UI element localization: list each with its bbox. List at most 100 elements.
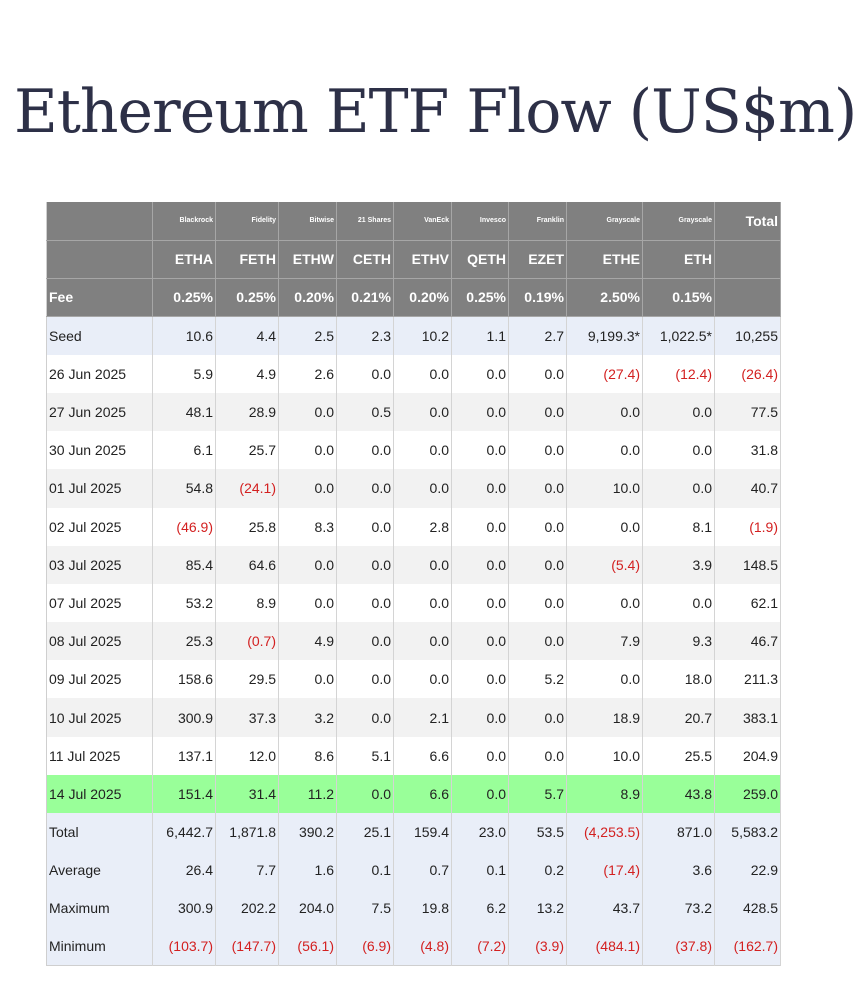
table-cell: 2.3 [336, 316, 394, 355]
table-cell: 0.0 [393, 354, 452, 393]
table-cell: 40.7 [714, 469, 781, 508]
table-cell: 0.0 [451, 583, 509, 623]
table-cell: 4.9 [215, 354, 279, 393]
table-cell: 0.0 [508, 507, 567, 546]
table-cell: 1,022.5* [642, 316, 715, 355]
fee-cell: 2.50% [566, 278, 643, 318]
table-cell: 1.6 [278, 851, 337, 890]
table-cell: 2.6 [278, 354, 337, 393]
issuer-header-cell: Bitwise [278, 202, 337, 241]
table-cell: 0.0 [451, 507, 509, 546]
ticker-header-cell: ETHE [566, 240, 643, 279]
table-cell: 0.0 [508, 583, 567, 623]
table-cell: 0.0 [566, 660, 643, 699]
table-cell: (103.7) [152, 927, 216, 966]
table-cell: 20.7 [642, 698, 715, 737]
table-cell: 204.9 [714, 736, 781, 775]
table-cell: 148.5 [714, 545, 781, 584]
table-cell: 25.1 [336, 813, 394, 852]
table-row: 14 Jul 2025 151.4 31.4 11.2 0.0 6.6 0.0 5.7 8.9 4… [46, 774, 781, 813]
row-label-cell: 02 Jul 2025 [46, 507, 153, 546]
table-cell: 0.0 [336, 622, 394, 661]
table-cell: 46.7 [714, 622, 781, 661]
table-row: 09 Jul 2025 158.6 29.5 0.0 0.0 0.0 0.0 5.2 0.0 18… [46, 660, 781, 699]
ticker-header-cell: QETH [451, 240, 509, 279]
issuer-header-cell: Franklin [508, 202, 567, 241]
table-cell: 0.0 [336, 354, 394, 393]
ticker-header-cell: FETH [215, 240, 279, 279]
row-label-cell: Average [46, 851, 153, 890]
row-label-cell: 30 Jun 2025 [46, 431, 153, 470]
table-cell: 428.5 [714, 889, 781, 928]
table-cell: 0.0 [336, 545, 394, 584]
table-cell: 5.2 [508, 660, 567, 699]
table-cell: 0.0 [278, 660, 337, 699]
table-cell: 2.8 [393, 507, 452, 546]
table-cell: 7.5 [336, 889, 394, 928]
table-cell: (6.9) [336, 927, 394, 966]
table-cell: 390.2 [278, 813, 337, 852]
table-cell: 0.0 [393, 469, 452, 508]
ticker-header-cell: ETH [642, 240, 715, 279]
table-cell: 159.4 [393, 813, 452, 852]
table-row: Total 6,442.7 1,871.8 390.2 25.1 159.4 23.0 53.… [46, 813, 781, 852]
row-label-cell: 07 Jul 2025 [46, 583, 153, 623]
table-cell: (26.4) [714, 354, 781, 393]
total-header-cell: Total [714, 202, 781, 241]
table-cell: 259.0 [714, 774, 781, 813]
issuer-header-cell: Grayscale [566, 202, 643, 241]
fee-cell: 0.25% [451, 278, 509, 318]
table-row: 26 Jun 2025 5.9 4.9 2.6 0.0 0.0 0.0 0.0 (27.4) (1… [46, 354, 781, 393]
table-cell: (4.8) [393, 927, 452, 966]
table-cell: 19.8 [393, 889, 452, 928]
row-label-cell: Minimum [46, 927, 153, 966]
table-cell: 64.6 [215, 545, 279, 584]
table-cell: 0.0 [508, 469, 567, 508]
table-cell: 871.0 [642, 813, 715, 852]
table-cell: 0.0 [508, 622, 567, 661]
table-cell: 0.0 [642, 469, 715, 508]
table-cell: 10,255 [714, 316, 781, 355]
table-row: Maximum 300.9 202.2 204.0 7.5 19.8 6.2 13.2 43.7… [46, 889, 781, 928]
table-cell: 151.4 [152, 774, 216, 813]
fee-cell [714, 278, 781, 318]
ticker-header-cell: ETHW [278, 240, 337, 279]
table-cell: 0.0 [336, 583, 394, 623]
issuer-header-cell: VanEck [393, 202, 452, 241]
table-cell: 0.0 [393, 545, 452, 584]
fee-label-cell: Fee [46, 278, 153, 318]
table-row: Seed 10.6 4.4 2.5 2.3 10.2 1.1 2.7 9,199.3* 1,022… [46, 316, 781, 355]
table-cell: 0.0 [451, 469, 509, 508]
table-row: 08 Jul 2025 25.3 (0.7) 4.9 0.0 0.0 0.0 0.0 7.9 9.… [46, 622, 781, 661]
table-cell: 300.9 [152, 889, 216, 928]
table-row: 10 Jul 2025 300.9 37.3 3.2 0.0 2.1 0.0 0.0 18.9 2… [46, 698, 781, 737]
table-cell: 25.5 [642, 736, 715, 775]
fee-cell: 0.25% [152, 278, 216, 318]
table-cell: 0.0 [393, 583, 452, 623]
table-cell: 0.0 [336, 698, 394, 737]
table-cell: 0.0 [336, 660, 394, 699]
table-cell: 0.0 [451, 392, 509, 432]
table-cell: 211.3 [714, 660, 781, 699]
table-cell: 18.0 [642, 660, 715, 699]
table-row: 02 Jul 2025 (46.9) 25.8 8.3 0.0 2.8 0.0 0.0 0.0 8… [46, 507, 781, 546]
table-cell: 0.0 [451, 431, 509, 470]
table-cell: (12.4) [642, 354, 715, 393]
table-cell: 43.8 [642, 774, 715, 813]
table-cell: 0.0 [336, 431, 394, 470]
table-cell: 3.2 [278, 698, 337, 737]
table-cell: 10.0 [566, 736, 643, 775]
table-cell: 31.4 [215, 774, 279, 813]
row-label-cell: Seed [46, 316, 153, 355]
table-row: 27 Jun 2025 48.1 28.9 0.0 0.5 0.0 0.0 0.0 0.0 0.0… [46, 392, 781, 432]
table-cell: (27.4) [566, 354, 643, 393]
table-cell: 10.0 [566, 469, 643, 508]
table-cell: (4,253.5) [566, 813, 643, 852]
table-cell: (56.1) [278, 927, 337, 966]
ticker-header-cell: EZET [508, 240, 567, 279]
table-cell: 0.0 [451, 660, 509, 699]
table-cell: 2.5 [278, 316, 337, 355]
table-cell: 8.3 [278, 507, 337, 546]
table-cell: 0.0 [642, 583, 715, 623]
table-cell: (147.7) [215, 927, 279, 966]
